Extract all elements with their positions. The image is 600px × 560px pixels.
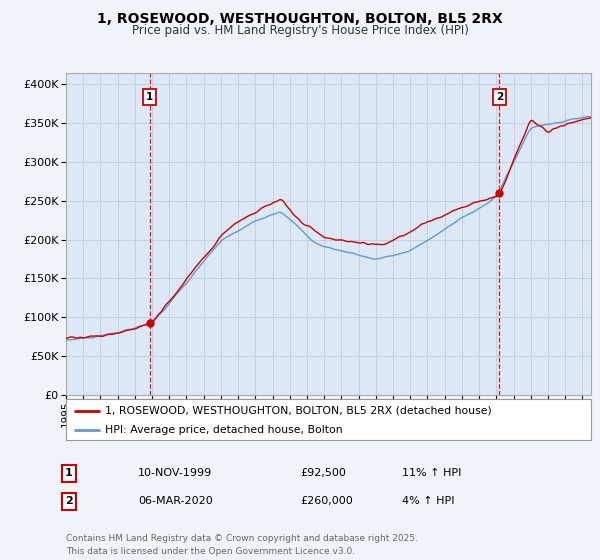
- Text: 2: 2: [496, 92, 503, 102]
- Text: Contains HM Land Registry data © Crown copyright and database right 2025.
This d: Contains HM Land Registry data © Crown c…: [66, 534, 418, 556]
- Text: HPI: Average price, detached house, Bolton: HPI: Average price, detached house, Bolt…: [106, 424, 343, 435]
- Text: 1: 1: [65, 468, 73, 478]
- Text: £260,000: £260,000: [300, 496, 353, 506]
- Text: 2: 2: [65, 496, 73, 506]
- Text: 11% ↑ HPI: 11% ↑ HPI: [402, 468, 461, 478]
- Text: 10-NOV-1999: 10-NOV-1999: [138, 468, 212, 478]
- Text: 1: 1: [146, 92, 154, 102]
- Text: 4% ↑ HPI: 4% ↑ HPI: [402, 496, 455, 506]
- Text: 1, ROSEWOOD, WESTHOUGHTON, BOLTON, BL5 2RX: 1, ROSEWOOD, WESTHOUGHTON, BOLTON, BL5 2…: [97, 12, 503, 26]
- Text: £92,500: £92,500: [300, 468, 346, 478]
- Text: Price paid vs. HM Land Registry's House Price Index (HPI): Price paid vs. HM Land Registry's House …: [131, 24, 469, 37]
- Text: 1, ROSEWOOD, WESTHOUGHTON, BOLTON, BL5 2RX (detached house): 1, ROSEWOOD, WESTHOUGHTON, BOLTON, BL5 2…: [106, 405, 492, 416]
- Text: 06-MAR-2020: 06-MAR-2020: [138, 496, 213, 506]
